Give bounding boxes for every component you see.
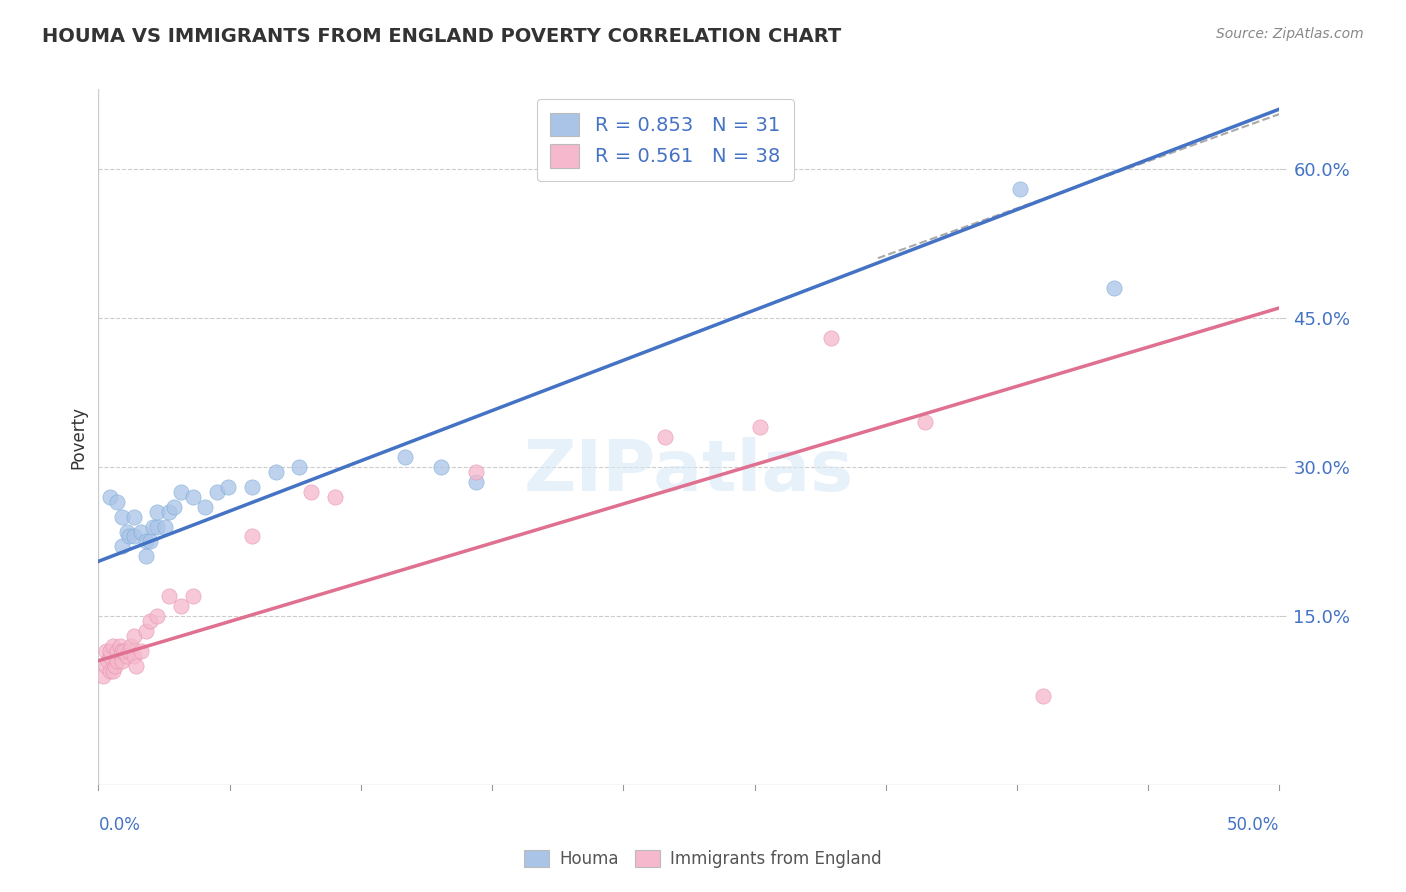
Point (264, 465, 287, 479)
Point (157, 589, 180, 603)
Point (111, 509, 134, 524)
Point (98, 644, 121, 658)
Point (105, 644, 128, 658)
Point (135, 549, 157, 564)
Point (129, 524, 152, 539)
Legend: R = 0.853   N = 31, R = 0.561   N = 38: R = 0.853 N = 31, R = 0.561 N = 38 (537, 99, 794, 181)
Point (98, 664, 121, 678)
Point (146, 519, 169, 533)
Point (465, 475, 488, 489)
Point (98, 490, 121, 504)
Point (181, 589, 204, 603)
Point (105, 654, 128, 668)
Point (430, 459, 453, 474)
Point (157, 505, 180, 519)
Point (115, 524, 138, 539)
Point (125, 658, 148, 673)
Point (205, 484, 228, 499)
Point (465, 465, 488, 479)
Point (1102, 281, 1125, 295)
Point (135, 534, 157, 549)
Point (139, 614, 162, 628)
Point (240, 480, 263, 494)
Point (142, 519, 165, 533)
Y-axis label: Poverty: Poverty (69, 406, 87, 468)
Point (91, 668, 114, 682)
Point (118, 529, 141, 543)
Point (170, 484, 193, 499)
Text: Source: ZipAtlas.com: Source: ZipAtlas.com (1216, 27, 1364, 41)
Point (217, 480, 239, 494)
Point (194, 500, 217, 514)
Point (135, 624, 157, 638)
Point (1008, 181, 1031, 195)
Point (1032, 689, 1054, 703)
Point (394, 450, 416, 464)
Point (98, 648, 121, 663)
Point (323, 490, 346, 504)
Point (111, 654, 134, 668)
Text: 50.0%: 50.0% (1227, 816, 1279, 834)
Point (105, 494, 128, 508)
Point (111, 540, 134, 554)
Point (122, 629, 145, 643)
Point (122, 529, 145, 543)
Point (299, 484, 322, 499)
Point (181, 490, 204, 504)
Point (914, 415, 936, 429)
Point (101, 639, 124, 653)
Point (101, 664, 124, 678)
Point (122, 509, 145, 524)
Point (115, 648, 138, 663)
Point (112, 644, 135, 658)
Point (288, 459, 311, 474)
Point (94, 658, 117, 673)
Point (153, 519, 176, 533)
Point (163, 500, 186, 514)
Point (118, 644, 141, 658)
Point (104, 658, 127, 673)
Text: 0.0%: 0.0% (98, 816, 141, 834)
Point (94, 644, 117, 658)
Point (139, 534, 162, 549)
Point (122, 648, 145, 663)
Point (129, 644, 152, 658)
Legend: Houma, Immigrants from England: Houma, Immigrants from England (517, 843, 889, 875)
Point (146, 609, 169, 624)
Point (170, 599, 193, 613)
Point (240, 529, 263, 543)
Text: HOUMA VS IMMIGRANTS FROM ENGLAND POVERTY CORRELATION CHART: HOUMA VS IMMIGRANTS FROM ENGLAND POVERTY… (42, 27, 841, 45)
Point (654, 430, 676, 444)
Text: ZIPatlas: ZIPatlas (524, 437, 853, 507)
Point (748, 420, 770, 434)
Point (108, 639, 131, 653)
Point (146, 505, 169, 519)
Point (97, 654, 120, 668)
Point (121, 639, 143, 653)
Point (820, 331, 842, 345)
Point (111, 644, 134, 658)
